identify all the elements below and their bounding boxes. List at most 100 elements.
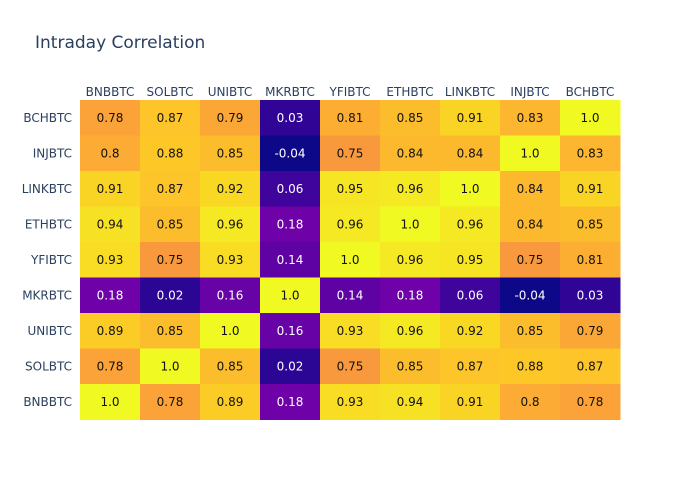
heatmap-cell [200,135,261,172]
heatmap-cell [380,135,441,172]
cell-value-label: 0.89 [97,324,124,338]
cell-value-label: 0.84 [397,146,424,160]
heatmap-cell [500,242,561,278]
cell-value-label: 0.84 [457,146,484,160]
cell-value-label: 0.87 [157,111,184,125]
heatmap-cell [80,206,141,243]
heatmap-cell [560,100,621,136]
x-tick-label: INJBTC [510,85,549,99]
cell-value-label: 0.93 [337,324,364,338]
heatmap-cell [560,313,621,349]
heatmap-cell [440,242,501,278]
heatmap-cell [380,277,441,314]
cell-value-label: 0.78 [97,359,124,373]
heatmap-cell [380,100,441,136]
cell-value-label: 0.87 [457,359,484,373]
y-tick-label: ETHBTC [25,217,72,231]
cell-value-label: 1.0 [400,217,419,231]
cell-value-label: 0.79 [217,111,244,125]
heatmap-cell [440,135,501,172]
heatmap-cell [440,277,501,314]
heatmap-cell [380,171,441,207]
cell-value-label: 0.14 [277,253,304,267]
heatmap-cell [200,313,261,349]
cell-value-label: 0.79 [577,324,604,338]
heatmap-cell [260,384,321,420]
heatmap-cell [320,277,381,314]
heatmap-cell [200,384,261,420]
cell-value-label: 0.02 [277,359,304,373]
heatmap-cell [140,100,201,136]
heatmap-cell [140,242,201,278]
heatmap-cell [260,277,321,314]
heatmap-cell [260,242,321,278]
cell-value-label: 0.81 [577,253,604,267]
cell-value-label: 0.93 [97,253,124,267]
cell-value-label: 0.85 [577,217,604,231]
cell-value-label: 0.87 [157,182,184,196]
cell-value-label: 0.18 [397,288,424,302]
heatmap-cell [140,206,201,243]
cell-value-label: 0.02 [157,288,184,302]
heatmap-cell [500,206,561,243]
cell-value-label: 0.03 [277,111,304,125]
heatmap-cell [500,348,561,385]
heatmap-cell [500,171,561,207]
heatmap-cell [380,206,441,243]
heatmap-cell [200,171,261,207]
y-tick-label: BNBBTC [23,395,72,409]
heatmap-cell [200,206,261,243]
chart-title: Intraday Correlation [35,33,206,53]
cell-value-label: 1.0 [160,359,179,373]
cell-value-label: 1.0 [580,111,599,125]
cell-value-label: 0.75 [337,146,364,160]
cell-value-label: 0.84 [517,182,544,196]
cell-value-label: 0.85 [157,324,184,338]
heatmap-cell [500,135,561,172]
heatmap-cell [260,135,321,172]
cell-value-label: 0.92 [217,182,244,196]
heatmap-cell [140,277,201,314]
y-tick-label: BCHBTC [23,111,72,125]
x-tick-label: YFIBTC [328,85,370,99]
cell-value-label: 1.0 [100,395,119,409]
heatmap-cell [260,348,321,385]
heatmap-cell [80,313,141,349]
heatmap-cell [500,384,561,420]
cell-value-label: 0.06 [277,182,304,196]
heatmap-cell [560,135,621,172]
heatmap-cell [200,277,261,314]
x-tick-label: BCHBTC [566,85,615,99]
cell-value-label: 0.95 [457,253,484,267]
cell-value-label: 0.78 [577,395,604,409]
cell-value-label: 0.75 [517,253,544,267]
heatmap-cell [320,313,381,349]
cell-value-label: 0.18 [277,217,304,231]
heatmap-cell [260,171,321,207]
heatmap-cell [320,384,381,420]
cell-value-label: 1.0 [220,324,239,338]
x-tick-label: BNBBTC [86,85,135,99]
heatmap-cell [440,348,501,385]
heatmap-cell [140,135,201,172]
heatmap-cell [440,206,501,243]
cell-value-label: 0.96 [217,217,244,231]
cell-value-label: 0.16 [217,288,244,302]
heatmap-cell [320,348,381,385]
heatmap-cell [440,100,501,136]
heatmap-cell [320,171,381,207]
cell-value-label: 0.8 [520,395,539,409]
cell-value-label: 0.85 [517,324,544,338]
heatmap-cell [200,242,261,278]
x-tick-label: MKRBTC [265,85,315,99]
heatmap-cell [560,171,621,207]
cell-value-label: 0.03 [577,288,604,302]
heatmap-cell [140,171,201,207]
heatmap-cell [380,384,441,420]
heatmap-cell [80,277,141,314]
x-tick-label: ETHBTC [386,85,433,99]
heatmap-cell [500,100,561,136]
cell-value-label: 0.84 [517,217,544,231]
cell-value-label: 0.96 [397,253,424,267]
cell-value-label: 1.0 [460,182,479,196]
